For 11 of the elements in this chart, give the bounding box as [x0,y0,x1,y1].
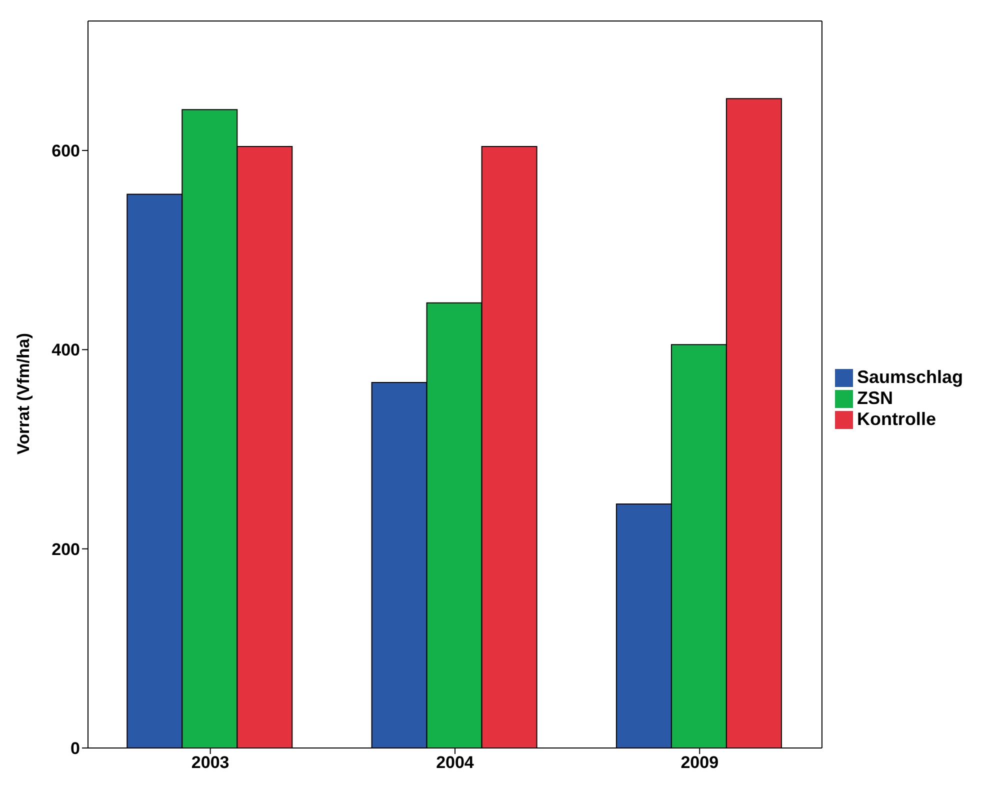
y-tick-label: 200 [52,540,80,559]
x-tick-label: 2003 [191,753,230,772]
legend-label: ZSN [856,388,893,408]
y-tick-label: 400 [52,340,80,360]
legend-label: Kontrolle [856,408,936,428]
y-tick-label: 0 [70,739,80,758]
y-tick-label: 600 [52,142,80,160]
legend-label: Saumschlag [856,366,963,386]
x-tick-label: 2009 [680,753,719,772]
x-tick-label: 2004 [436,753,474,772]
y-axis-title: Vorrat (Vfm/ha) [14,332,34,454]
